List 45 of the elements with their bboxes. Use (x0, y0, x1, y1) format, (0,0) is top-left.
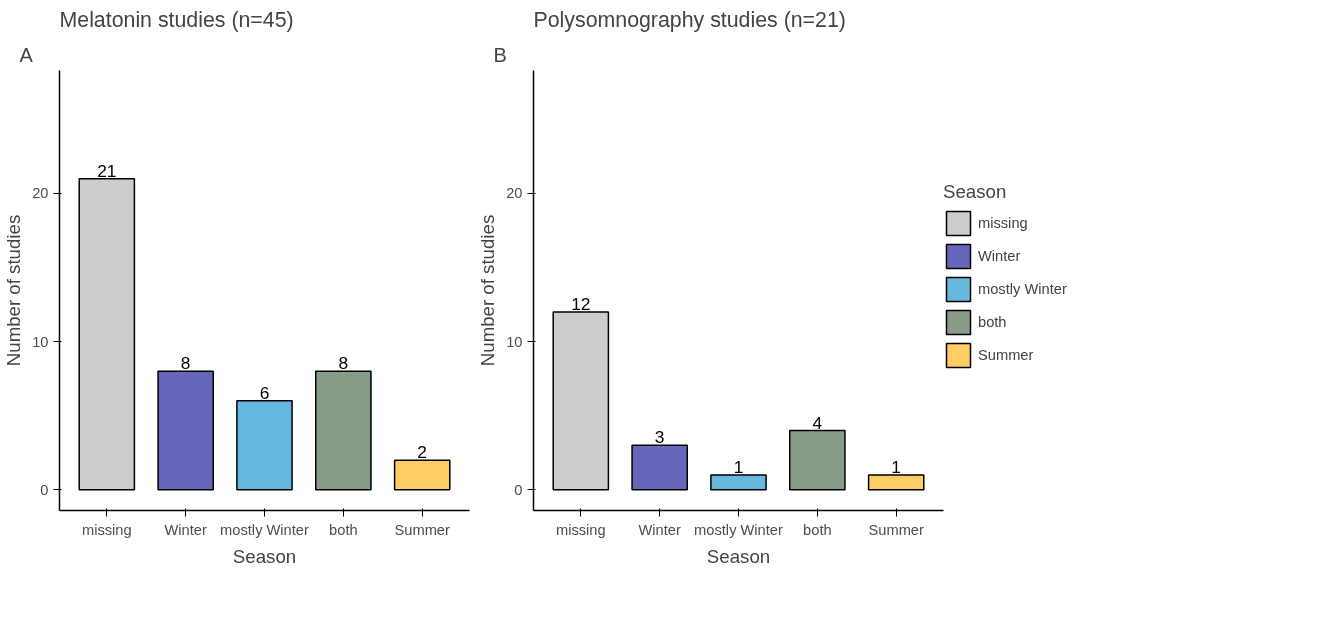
legend-label: Summer (978, 347, 1034, 363)
x-tick-label: missing (81, 521, 132, 538)
y-tick-label: 10 (32, 333, 49, 350)
data-label: 2 (417, 442, 428, 463)
data-label: 8 (180, 353, 191, 374)
y-axis-title: Number of studies (3, 214, 25, 367)
bar (157, 370, 214, 491)
x-axis-title: Season (232, 545, 297, 567)
bar (78, 177, 136, 491)
data-label: 6 (259, 382, 270, 403)
text: B (493, 43, 507, 66)
x-tick-label: mostly Winter (694, 521, 783, 538)
chart-title: Polysomnography studies (n=21) (533, 7, 846, 32)
bar (393, 459, 451, 491)
legend-label: both (978, 314, 1007, 330)
x-tick-label: Winter (164, 521, 207, 538)
x-tick-label: mostly Winter (220, 521, 309, 538)
data-label: 4 (812, 412, 823, 433)
data-label: 1 (733, 456, 744, 477)
y-tick-label: 10 (506, 333, 523, 350)
x-tick-label: Winter (638, 521, 681, 538)
legend-title: Season (943, 181, 1008, 203)
data-label: 1 (891, 456, 902, 477)
data-label: 8 (338, 353, 349, 374)
chart-title: Melatonin studies (n=45) (59, 7, 294, 32)
legend-label: missing (978, 215, 1028, 231)
data-label: 3 (654, 427, 665, 448)
x-tick-label: missing (555, 521, 606, 538)
y-axis-title: Number of studies (477, 214, 499, 367)
legend-label: Winter (978, 248, 1021, 264)
x-tick-label: both (329, 521, 358, 538)
x-tick-label: Summer (394, 521, 450, 538)
y-tick-label: 0 (514, 481, 523, 498)
bar (315, 370, 372, 491)
x-tick-label: both (803, 521, 832, 538)
x-tick-label: Summer (868, 521, 924, 538)
data-label: 12 (571, 293, 591, 314)
data-label: 21 (97, 160, 117, 181)
x-axis-title: Season (706, 545, 771, 567)
y-tick-label: 20 (32, 185, 49, 202)
bar (236, 400, 293, 491)
text: A (19, 43, 34, 66)
legend-label: mostly Winter (978, 281, 1067, 297)
y-tick-label: 0 (40, 481, 49, 498)
y-tick-label: 20 (506, 185, 523, 202)
